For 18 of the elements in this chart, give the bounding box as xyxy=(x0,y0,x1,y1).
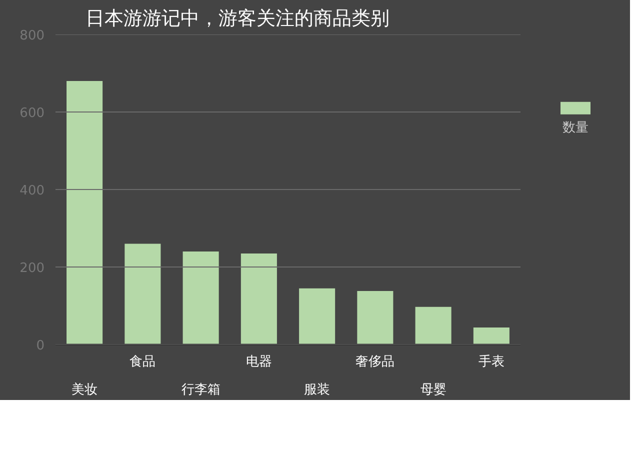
legend-label: 数量 xyxy=(562,120,588,136)
x-tick-label: 美妆 xyxy=(72,382,98,398)
bar xyxy=(240,253,277,344)
bar xyxy=(66,81,103,344)
bar xyxy=(124,244,161,344)
x-tick-label: 电器 xyxy=(246,354,272,370)
x-tick-label: 行李箱 xyxy=(181,382,220,398)
bar xyxy=(415,306,452,344)
x-tick-label: 手表 xyxy=(478,354,504,370)
x-tick-label: 奢侈品 xyxy=(356,354,395,370)
bar xyxy=(299,288,336,344)
x-tick-label: 母婴 xyxy=(420,382,446,398)
bar xyxy=(357,291,394,344)
bar xyxy=(473,327,510,344)
x-tick-label: 食品 xyxy=(130,354,156,370)
bar xyxy=(182,252,219,344)
chart-title: 日本游游记中，游客关注的商品类别 xyxy=(86,8,390,30)
x-tick-label: 服装 xyxy=(304,382,330,398)
